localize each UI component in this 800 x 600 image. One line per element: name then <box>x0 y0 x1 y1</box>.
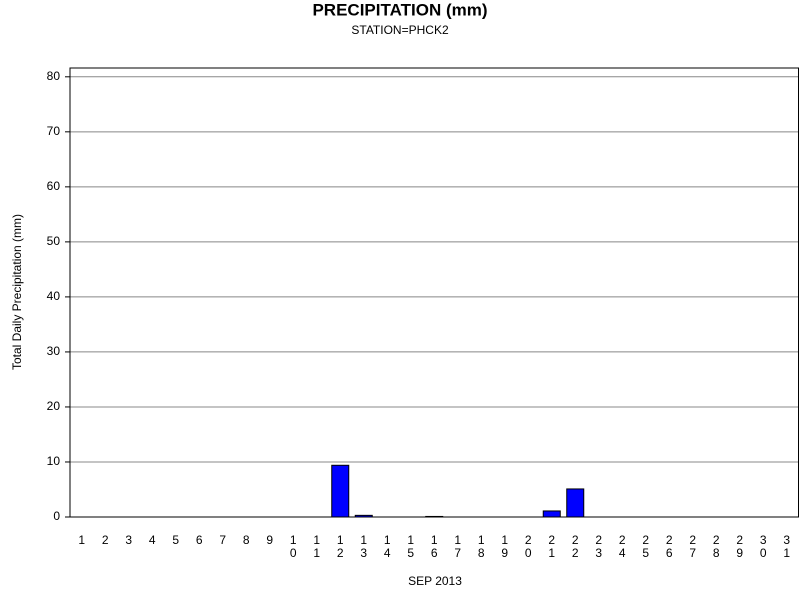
y-tick-label: 20 <box>47 399 61 413</box>
bar <box>542 510 561 518</box>
bar <box>331 464 350 518</box>
y-axis-label: Total Daily Precipitation (mm) <box>10 214 24 370</box>
x-axis-label: SEP 2013 <box>408 574 462 588</box>
bar <box>425 515 444 518</box>
y-tick-label: 70 <box>47 124 61 138</box>
chart-title: PRECIPITATION (mm) <box>312 0 487 19</box>
bar <box>566 488 585 518</box>
x-tick-label: 4 <box>149 533 156 547</box>
x-tick-label: 6 <box>196 533 203 547</box>
y-tick-label: 60 <box>47 179 61 193</box>
x-tick-label: 8 <box>243 533 250 547</box>
y-tick-label: 0 <box>53 509 60 523</box>
y-tick-label: 10 <box>47 454 61 468</box>
y-tick-label: 30 <box>47 344 61 358</box>
y-tick-label: 50 <box>47 234 61 248</box>
x-tick-label: 1 <box>78 533 85 547</box>
x-tick-label: 5 <box>172 533 179 547</box>
plot-frame <box>69 67 799 518</box>
x-tick-label: 2 <box>102 533 109 547</box>
x-tick-label: 3 <box>125 533 132 547</box>
bar <box>354 514 373 518</box>
x-tick-label: 9 <box>266 533 273 547</box>
x-tick-label: 7 <box>219 533 226 547</box>
y-tick-label: 80 <box>47 69 61 83</box>
chart-subtitle: STATION=PHCK2 <box>351 23 449 37</box>
y-tick-label: 40 <box>47 289 61 303</box>
